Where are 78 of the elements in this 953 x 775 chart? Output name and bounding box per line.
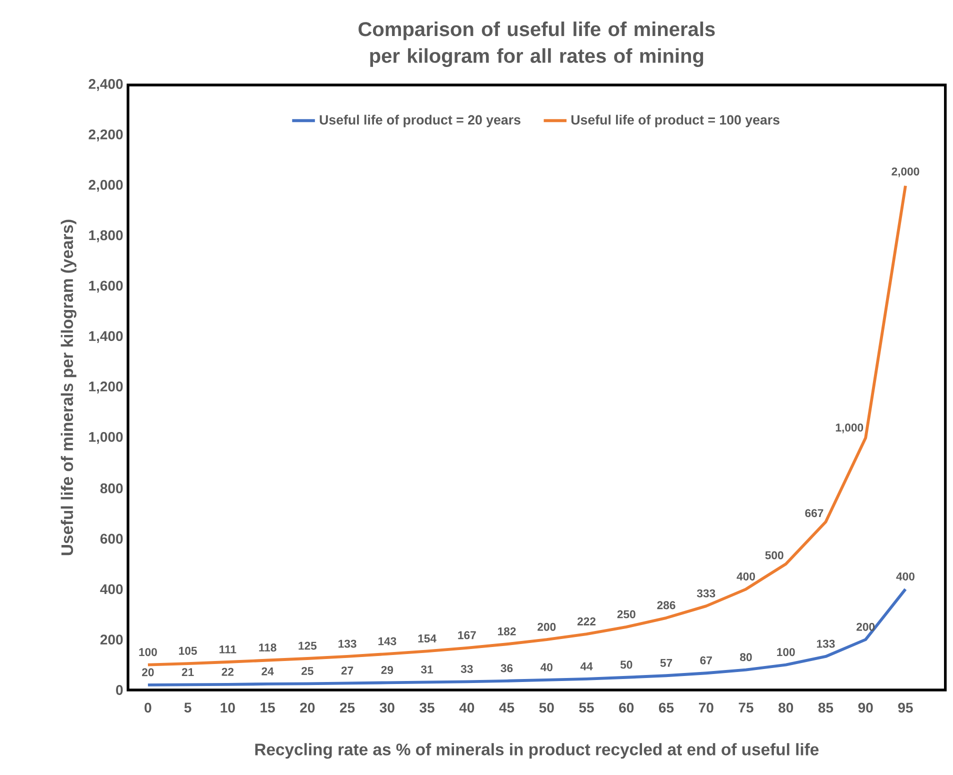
data-label: 20 [142, 668, 154, 676]
x-tick-label: 55 [579, 702, 594, 712]
data-label: 125 [298, 642, 317, 650]
data-label: 111 [220, 646, 236, 654]
data-label: 36 [500, 664, 513, 672]
y-tick-label: 1,800 [89, 230, 123, 242]
x-tick-label: 5 [184, 702, 192, 712]
legend-label: Useful life of product = 100 years [571, 114, 780, 128]
y-axis-title: Useful life of minerals per kilogram (years) [60, 220, 76, 556]
x-tick-label: 90 [858, 702, 873, 713]
data-label: 222 [577, 617, 596, 626]
data-label: 400 [896, 572, 914, 580]
x-tick-label: 70 [698, 702, 714, 713]
data-label: 33 [460, 664, 473, 673]
data-label: 286 [657, 601, 676, 610]
x-tick-label: 75 [738, 702, 754, 712]
data-label: 44 [580, 662, 593, 670]
data-label: 24 [262, 667, 274, 676]
y-tick-label: 600 [100, 534, 123, 544]
y-tick-label: 2,200 [88, 129, 123, 142]
data-label: 67 [700, 656, 712, 664]
x-tick-label: 45 [499, 702, 514, 712]
data-label: 40 [540, 663, 552, 672]
data-label: 29 [381, 666, 394, 674]
data-label: 333 [696, 589, 716, 598]
x-axis-title: Recycling rate as % of minerals in product recycled at end of useful life [255, 743, 819, 759]
data-label: 154 [418, 634, 436, 642]
x-tick-label: 15 [260, 702, 275, 712]
x-tick-label: 60 [619, 702, 634, 713]
x-tick-label: 50 [539, 702, 554, 713]
x-tick-label: 40 [459, 702, 474, 713]
data-label: 143 [378, 637, 396, 646]
x-tick-label: 10 [220, 702, 235, 713]
data-label: 250 [617, 610, 636, 618]
x-tick-label: 95 [898, 702, 913, 713]
data-label: 50 [620, 660, 632, 669]
data-label: 80 [740, 653, 752, 662]
data-label: 182 [498, 627, 516, 636]
data-label: 200 [856, 622, 875, 631]
data-label: 118 [259, 644, 276, 652]
x-tick-label: 65 [658, 702, 674, 713]
data-label: 31 [420, 665, 434, 674]
data-label: 400 [736, 572, 755, 580]
x-tick-label: 25 [340, 702, 355, 713]
y-tick-label: 2,000 [88, 180, 123, 192]
y-tick-label: 1,400 [89, 331, 123, 344]
data-label: 105 [179, 646, 197, 655]
legend-label: Useful life of product = 20 years [320, 114, 520, 128]
data-label: 1,000 [836, 424, 864, 434]
y-tick-label: 1,200 [89, 382, 123, 394]
x-tick-label: 30 [380, 702, 394, 713]
data-label: 25 [302, 666, 314, 675]
data-label: 667 [805, 509, 824, 518]
data-label: 21 [182, 668, 194, 676]
chart-title: Comparison of useful life of minerals per kilogram for all rates of mining [358, 22, 715, 67]
data-label: 133 [816, 640, 835, 648]
data-label: 2,000 [892, 167, 920, 178]
data-label: 22 [222, 668, 234, 676]
y-tick-label: 1,000 [89, 432, 123, 444]
data-label: 57 [660, 659, 672, 667]
data-label: 200 [538, 622, 556, 631]
x-tick-label: 0 [144, 702, 152, 713]
data-label: 100 [139, 648, 157, 656]
x-tick-label: 80 [778, 702, 794, 713]
x-tick-label: 35 [420, 702, 434, 713]
y-tick-label: 400 [100, 584, 123, 594]
y-tick-label: 800 [100, 483, 123, 494]
y-tick-label: 1,600 [89, 280, 123, 293]
x-tick-label: 85 [818, 702, 834, 713]
y-tick-label: 200 [100, 634, 123, 645]
data-label: 100 [777, 648, 795, 656]
y-tick-label: 0 [116, 685, 123, 695]
data-label: 500 [765, 551, 784, 560]
x-tick-label: 20 [300, 702, 315, 713]
data-label: 27 [341, 666, 354, 674]
data-label: 133 [338, 640, 356, 648]
y-tick-label: 2,400 [88, 79, 123, 91]
data-label: 167 [458, 631, 476, 640]
